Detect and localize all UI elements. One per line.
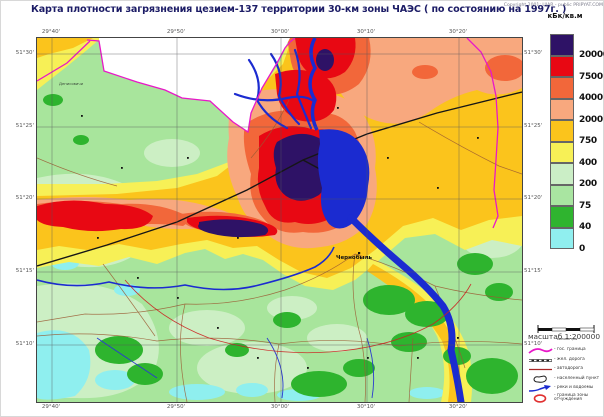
road-icon	[529, 368, 552, 371]
lon-label-top: 30°10'	[356, 29, 376, 35]
legend-value: 750	[579, 136, 597, 146]
lat-label-right: 51°10'	[524, 341, 543, 347]
exclusion-zone-icon	[533, 394, 547, 403]
railway-icon	[529, 358, 552, 362]
legend-swatch	[550, 206, 574, 228]
legend-swatch	[550, 184, 574, 206]
key-label: - реки и водоемы	[554, 385, 594, 391]
road-layer	[37, 99, 522, 402]
map-canvas: Чернобыль Денисовичи	[36, 37, 523, 403]
key-row: - граница зоны отчуждения	[528, 392, 604, 404]
legend-swatch	[550, 120, 574, 142]
lat-label-right: 51°20'	[524, 195, 543, 201]
state-border-icon	[528, 348, 553, 354]
legend-swatch	[550, 163, 574, 185]
legend-value: 7500	[579, 71, 603, 82]
color-scale-legend: 20000 7500 4000 2000 750 400 200 75 40 0	[550, 34, 604, 256]
legend-swatch	[550, 227, 574, 249]
lon-label-top: 30°00'	[270, 29, 290, 35]
contamination-map: Чернобыль Денисовичи	[37, 38, 522, 402]
exclusion-zone-boundary	[124, 279, 472, 354]
state-border-layer	[37, 38, 499, 229]
legend-value: 2000	[579, 114, 603, 125]
scale-label: масштаб 1:200000	[527, 332, 601, 341]
scale-bar: километры	[537, 319, 597, 341]
lat-label-right: 51°15'	[524, 268, 543, 274]
scale-bar-graphic	[537, 325, 595, 333]
legend-swatch	[550, 98, 574, 120]
graticule	[37, 38, 522, 402]
lat-label-left: 51°25'	[15, 123, 34, 129]
legend-swatch	[550, 34, 574, 56]
legend-value: 20000	[579, 50, 604, 60]
legend-swatch	[550, 77, 574, 99]
settlement-icon	[533, 374, 547, 383]
legend-value: 75	[579, 200, 591, 211]
key-label: - жел. дорога	[554, 356, 585, 362]
units-label: кБк/кв.м	[547, 12, 583, 20]
label-denysovychi: Денисовичи	[59, 81, 84, 86]
legend-swatch	[550, 55, 574, 77]
legend-swatch	[550, 141, 574, 163]
lat-label-left: 51°30'	[15, 50, 34, 56]
key-label: - гос. граница	[554, 347, 586, 353]
lon-label-bottom: 30°20'	[448, 404, 468, 410]
lat-label-right: 51°30'	[524, 50, 543, 56]
legend-value: 4000	[579, 93, 603, 103]
symbol-key: - гос. граница - жел. дорога - автодорог…	[528, 346, 604, 404]
legend-value: 40	[579, 222, 591, 232]
lon-label-top: 29°50'	[166, 29, 186, 35]
lon-label-bottom: 30°10'	[356, 404, 376, 410]
lat-label-left: 51°10'	[15, 341, 34, 347]
key-row: - населенный пункт	[528, 374, 604, 384]
key-row: - реки и водоемы	[528, 384, 604, 393]
lon-label-bottom: 30°00'	[270, 404, 290, 410]
key-row: - автодорога	[528, 365, 604, 374]
copyright-text: Copyright 2001; UIAR - public PRIPYAT.CO…	[503, 3, 603, 8]
legend-value: 200	[579, 179, 597, 189]
key-label: - населенный пункт	[554, 375, 600, 381]
key-label: - автодорога	[554, 366, 584, 372]
scale-bar-caption: километры	[556, 337, 578, 341]
legend-value: 0	[579, 243, 585, 254]
lon-label-top: 30°20'	[448, 29, 468, 35]
contamination-layer	[37, 38, 522, 402]
lat-label-left: 51°20'	[15, 195, 34, 201]
lat-label-left: 51°15'	[15, 268, 34, 274]
key-row: - гос. граница	[528, 346, 604, 355]
settlement-layer	[81, 107, 479, 369]
lon-label-bottom: 29°40'	[41, 404, 61, 410]
no-data-region	[99, 38, 290, 132]
rivers-icon	[528, 385, 551, 392]
lat-label-right: 51°25'	[524, 123, 543, 129]
page-title: Карта плотности загрязнения цезием-137 т…	[31, 4, 567, 15]
lon-label-bottom: 29°50'	[166, 404, 186, 410]
key-label: - граница зоны отчуждения	[554, 392, 589, 403]
lon-label-top: 29°40'	[41, 29, 61, 35]
water-layer	[37, 38, 465, 402]
legend-value: 400	[579, 157, 597, 168]
key-row: - жел. дорога	[528, 356, 604, 365]
label-chernobyl: Чернобыль	[336, 254, 373, 261]
